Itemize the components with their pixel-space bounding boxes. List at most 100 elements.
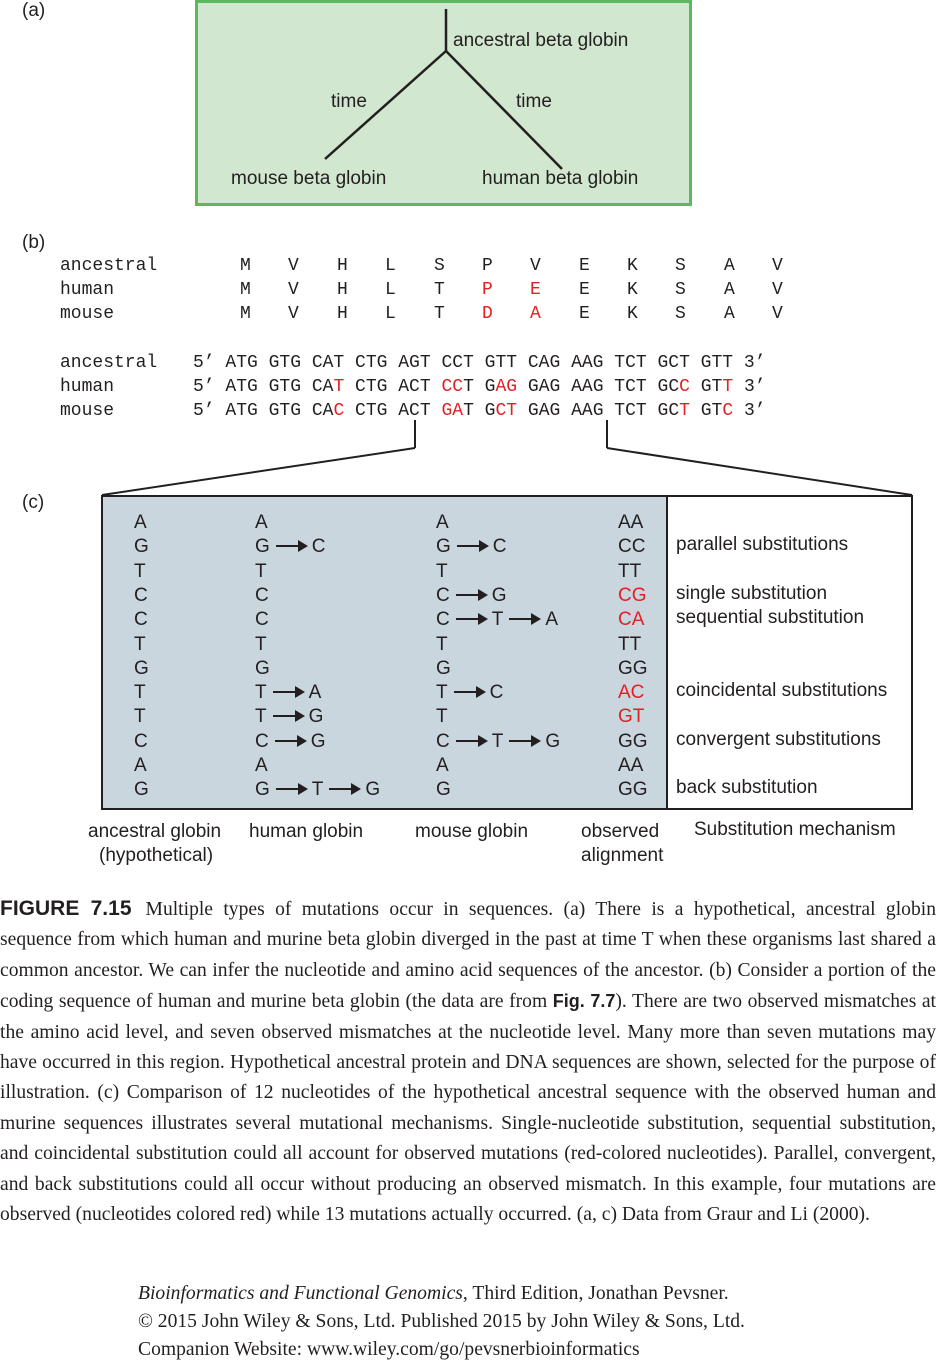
amino-acid: V	[288, 256, 299, 276]
observed-pair: GT	[618, 706, 645, 727]
nucleotide: T	[255, 706, 267, 727]
amino-acid: E	[579, 304, 590, 324]
book-title: Bioinformatics and Functional Genomics	[138, 1283, 463, 1304]
three-prime-end: 3’	[733, 353, 766, 373]
nucleotides: GT	[689, 401, 723, 421]
nucleotide: C	[255, 585, 269, 606]
nucleotide: G	[436, 536, 451, 557]
amino-acid: K	[627, 304, 638, 324]
observed-pair: AA	[618, 755, 644, 776]
amino-acid: S	[675, 256, 686, 276]
ancestral-nucleotide: G	[134, 536, 149, 558]
amino-acid: E	[579, 280, 590, 300]
panel-c-label: (c)	[22, 492, 45, 513]
nucleotide: G	[255, 536, 270, 557]
nucleotide: G	[491, 585, 507, 606]
mismatch-nucleotides: C	[333, 401, 345, 421]
nucleotide: T	[311, 779, 324, 800]
amino-acid: V	[288, 304, 299, 324]
amino-acid: D	[482, 304, 493, 324]
col-label-mechanism: Substitution mechanism	[694, 819, 896, 840]
amino-acid: M	[240, 304, 251, 324]
nucleotides: ATG GTG CAT CTG AGT CCT GTT CAG AAG TCT …	[225, 353, 734, 373]
human-nucleotides: C	[255, 585, 269, 607]
nucleotide: C	[436, 731, 450, 752]
ancestral-nucleotide: G	[134, 779, 149, 801]
mismatch-nucleotides: GA	[441, 401, 464, 421]
nucleotide: T	[134, 561, 146, 582]
mechanism-label: parallel substitutions	[676, 534, 849, 555]
mechanism-label: convergent substitutions	[676, 729, 881, 750]
mouse-nucleotides: T	[436, 706, 448, 728]
nucleotide: A	[436, 512, 449, 533]
arrow-right-icon	[455, 588, 488, 601]
amino-acid: E	[579, 256, 590, 276]
ancestral-nucleotide: G	[134, 658, 149, 680]
arrow-right-icon	[329, 782, 362, 795]
arrow-right-icon	[509, 612, 542, 625]
arrow-right-icon	[275, 539, 308, 552]
nucleotide: C	[255, 609, 269, 630]
col-label-ancestral-hypothetical: (hypothetical)	[99, 845, 214, 866]
amino-acid: H	[337, 256, 348, 276]
human-nucleotides: G	[255, 658, 270, 680]
mechanism-label: sequential substitution	[676, 607, 865, 628]
col-label-alignment: alignment	[581, 845, 664, 866]
tree-root-label: ancestral beta globin	[453, 30, 629, 51]
nucleotides: GAG AAG TCT GC	[517, 377, 680, 397]
nucleotides: T G	[463, 401, 496, 421]
nucleotide: T	[436, 706, 448, 727]
nucleotide: T	[436, 682, 448, 703]
nucleotide: G	[436, 658, 451, 679]
dna-row-name: mouse	[60, 401, 115, 421]
observed-pair: AA	[618, 512, 644, 533]
mouse-nucleotides: T	[436, 561, 448, 583]
figure-reference: Fig. 7.7	[552, 991, 616, 1012]
nucleotide: T	[491, 609, 504, 630]
nucleotide: A	[255, 755, 268, 776]
amino-acid: K	[627, 280, 638, 300]
protein-row-name: mouse	[60, 304, 115, 324]
observed-pair: TT	[618, 634, 642, 655]
arrow-right-icon	[272, 685, 305, 698]
mouse-nucleotides: G	[436, 779, 451, 801]
observed-pair: GG	[618, 731, 648, 752]
panel-a-label: (a)	[22, 0, 46, 21]
nucleotide: G	[545, 731, 561, 752]
amino-acid: S	[434, 256, 445, 276]
nucleotide: A	[545, 609, 559, 630]
mismatch-nucleotides: CC	[441, 377, 464, 397]
observed-pair: AC	[618, 682, 645, 703]
observed-pair: CC	[618, 536, 646, 557]
amino-acid: A	[724, 280, 735, 300]
three-prime-end: 3’	[733, 401, 766, 421]
nucleotide: T	[436, 561, 448, 582]
nucleotide: G	[255, 658, 270, 679]
mismatch-nucleotides: CT	[495, 401, 518, 421]
amino-acid: L	[385, 256, 396, 276]
nucleotide: T	[255, 634, 267, 655]
nucleotide: A	[134, 755, 147, 776]
mismatch-nucleotides: C	[722, 401, 734, 421]
protein-row-name: ancestral	[60, 256, 158, 276]
observed-pair: CA	[618, 609, 645, 630]
ancestral-nucleotide: A	[134, 755, 147, 777]
amino-acid: V	[772, 280, 783, 300]
nucleotides: CTG ACT	[344, 401, 442, 421]
nucleotide: T	[134, 634, 146, 655]
nucleotide: G	[310, 731, 326, 752]
mouse-nucleotides: A	[436, 512, 449, 534]
nucleotide: T	[436, 634, 448, 655]
nucleotides: CTG ACT	[344, 377, 442, 397]
three-prime-end: 3’	[733, 377, 766, 397]
nucleotides: ATG GTG CA	[225, 377, 334, 397]
nucleotide: C	[255, 731, 269, 752]
